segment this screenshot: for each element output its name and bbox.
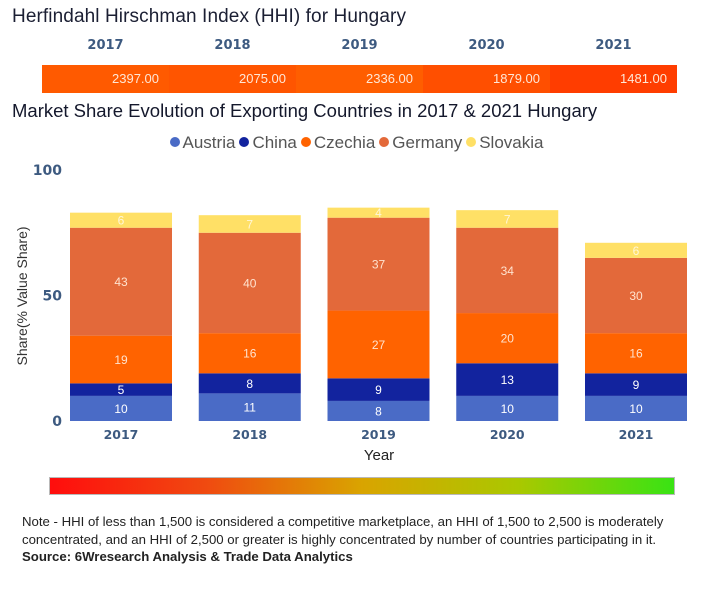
data-label: 19 (114, 353, 128, 367)
x-tick-label: 2020 (490, 427, 525, 442)
chart-legend: Austria China Czechia Germany Slovakia (0, 133, 713, 153)
legend-label: Germany (392, 133, 463, 152)
bar-segment-germany (456, 227, 559, 314)
bar-segment-china (70, 383, 172, 396)
bar-segment-china (456, 363, 559, 396)
bar-segment-slovakia (327, 207, 430, 218)
hhi-value-cell: 1879.00 (423, 65, 550, 93)
bar-segment-czechia (327, 310, 430, 379)
y-tick-label: 100 (33, 163, 62, 179)
legend-dot-icon (379, 137, 390, 147)
data-label: 6 (633, 244, 640, 258)
x-tick-label: 2018 (232, 427, 267, 442)
bar-segment-germany (585, 257, 687, 334)
y-tick-label: 50 (43, 289, 63, 305)
hhi-year-label: 2021 (595, 38, 632, 53)
hhi-year-label: 2018 (214, 38, 251, 53)
legend-label: China (252, 133, 297, 152)
data-label: 10 (629, 402, 643, 416)
hhi-year-label: 2017 (87, 38, 124, 53)
data-label: 7 (246, 217, 253, 231)
data-label: 20 (501, 332, 515, 346)
hhi-year-label: 2019 (341, 38, 378, 53)
legend-label: Slovakia (479, 133, 544, 152)
legend-dot-icon (239, 137, 250, 147)
x-tick-label: 2021 (619, 427, 654, 442)
hhi-value-bar: 2397.00 2075.00 2336.00 1879.00 1481.00 (42, 65, 677, 93)
hhi-value-cell: 2075.00 (169, 65, 296, 93)
source-credit: Source: 6Wresearch Analysis & Trade Data… (22, 549, 353, 564)
legend-label: Austria (182, 133, 236, 152)
bar-segment-czechia (585, 333, 687, 374)
bar-segment-germany (70, 227, 172, 336)
chart-title: Market Share Evolution of Exporting Coun… (12, 100, 598, 121)
legend-dot-icon (169, 137, 180, 147)
data-label: 11 (244, 401, 257, 415)
hhi-value-cell: 2336.00 (296, 65, 423, 93)
bar-segment-germany (198, 232, 301, 334)
data-label: 43 (114, 275, 128, 289)
legend-item-austria[interactable]: Austria (169, 133, 236, 153)
data-label: 27 (372, 338, 386, 352)
legend-item-czechia[interactable]: Czechia (300, 133, 376, 153)
hhi-value-cell: 2397.00 (42, 65, 169, 93)
data-label: 8 (375, 404, 382, 418)
y-tick-label: 0 (52, 414, 62, 430)
data-label: 8 (246, 377, 253, 391)
bar-segment-slovakia (585, 242, 687, 258)
x-tick-label: 2017 (104, 427, 139, 442)
data-label: 5 (118, 383, 125, 397)
bar-segment-slovakia (70, 212, 172, 228)
bar-segment-germany (327, 217, 430, 311)
bar-segment-china (198, 373, 301, 394)
hhi-title: Herfindahl Hirschman Index (HHI) for Hun… (12, 6, 407, 27)
data-label: 16 (243, 347, 257, 361)
bar-segment-czechia (70, 335, 172, 384)
data-label: 16 (629, 347, 643, 361)
bar-segment-china (585, 373, 687, 396)
legend-item-germany[interactable]: Germany (379, 133, 462, 153)
bar-segment-austria (585, 395, 687, 421)
bar-segment-china (327, 378, 430, 401)
data-label: 10 (501, 402, 515, 416)
data-label: 9 (375, 383, 382, 397)
data-label: 30 (629, 289, 643, 303)
legend-item-china[interactable]: China (239, 133, 297, 153)
data-label: 40 (243, 276, 257, 290)
bar-segment-czechia (456, 313, 559, 364)
bar-segment-czechia (198, 333, 301, 374)
data-label: 7 (504, 212, 511, 226)
bar-segment-slovakia (198, 215, 301, 233)
hhi-value-cell: 1481.00 (550, 65, 677, 93)
data-label: 6 (118, 214, 125, 228)
data-label: 4 (375, 206, 382, 220)
legend-label: Czechia (313, 133, 376, 152)
legend-item-slovakia[interactable]: Slovakia (466, 133, 543, 153)
footnote: Note - HHI of less than 1,500 is conside… (22, 514, 664, 547)
y-axis-label: Share(% Value Share) (14, 226, 30, 365)
data-label: 9 (633, 378, 640, 392)
hhi-color-scale-bar (49, 477, 675, 495)
legend-dot-icon (466, 137, 477, 147)
stacked-bar-chart: 0 50 100 Share(% Value Share) Year 10 5 19 43 6 20… (14, 163, 687, 464)
legend-dot-icon (300, 137, 311, 147)
bar-segment-austria (70, 395, 172, 421)
data-label: 10 (114, 402, 128, 416)
x-axis-label: Year (364, 447, 394, 464)
data-label: 13 (501, 373, 515, 387)
data-label: 34 (501, 264, 515, 278)
bar-segment-austria (327, 400, 430, 421)
data-label: 37 (372, 258, 386, 272)
bar-segment-austria (198, 393, 301, 421)
bar-segment-slovakia (456, 210, 559, 228)
bar-segment-austria (456, 395, 559, 421)
hhi-year-label: 2020 (468, 38, 505, 53)
x-tick-label: 2019 (361, 427, 396, 442)
